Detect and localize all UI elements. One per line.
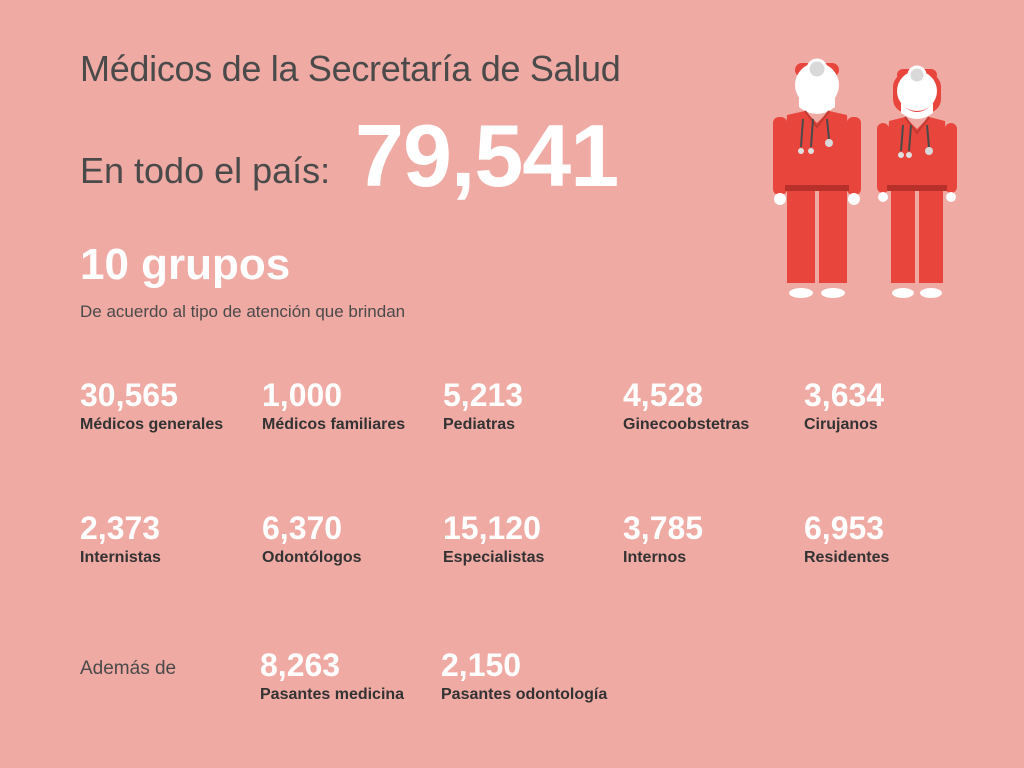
male-doctor-icon bbox=[773, 58, 861, 298]
stat-value: 4,528 bbox=[623, 377, 704, 413]
stat-pasantes-medicina: 8,263 Pasantes medicina bbox=[260, 648, 404, 704]
groups-subtitle: De acuerdo al tipo de atención que brind… bbox=[80, 302, 406, 321]
stat-residentes: 6,953 Residentes bbox=[804, 511, 889, 567]
female-doctor-icon bbox=[877, 65, 957, 298]
stat-especialistas: 15,120 Especialistas bbox=[443, 511, 544, 567]
stat-medicos-familiares: 1,000 Médicos familiares bbox=[262, 378, 405, 434]
page-title: Médicos de la Secretaría de Salud bbox=[80, 48, 621, 89]
stat-medicos-generales: 30,565 Médicos generales bbox=[80, 378, 223, 434]
stat-value: 15,120 bbox=[443, 510, 541, 546]
groups-title: 10 grupos bbox=[80, 240, 291, 289]
stat-label: Médicos generales bbox=[80, 416, 224, 433]
stat-label: Pediatras bbox=[443, 416, 516, 433]
stat-value: 6,370 bbox=[262, 510, 343, 546]
doctors-illustration bbox=[773, 58, 957, 298]
stat-value: 1,000 bbox=[262, 377, 343, 413]
stat-cirujanos: 3,634 Cirujanos bbox=[804, 378, 884, 434]
stat-label: Internistas bbox=[80, 549, 161, 566]
stat-pediatras: 5,213 Pediatras bbox=[443, 378, 523, 434]
stat-value: 3,785 bbox=[623, 510, 704, 546]
stat-ginecoobstetras: 4,528 Ginecoobstetras bbox=[623, 378, 749, 434]
stat-label: Ginecoobstetras bbox=[623, 416, 750, 433]
stat-value: 2,150 bbox=[441, 647, 522, 683]
stat-label: Pasantes odontología bbox=[441, 686, 608, 703]
total-label: En todo el país: bbox=[80, 150, 331, 191]
stat-value: 6,953 bbox=[804, 510, 885, 546]
stat-label: Internos bbox=[623, 549, 687, 566]
stat-odontologos: 6,370 Odontólogos bbox=[262, 511, 362, 567]
stat-label: Cirujanos bbox=[804, 416, 878, 433]
stat-value: 30,565 bbox=[80, 377, 178, 413]
stat-value: 5,213 bbox=[443, 377, 524, 413]
stat-label: Odontólogos bbox=[262, 549, 362, 566]
stat-label: Residentes bbox=[804, 549, 890, 566]
stat-value: 2,373 bbox=[80, 510, 161, 546]
ademas-label: Además de bbox=[80, 658, 177, 679]
stat-pasantes-odontologia: 2,150 Pasantes odontología bbox=[441, 648, 607, 704]
stat-internistas: 2,373 Internistas bbox=[80, 511, 161, 567]
stat-label: Especialistas bbox=[443, 549, 545, 566]
stat-label: Pasantes medicina bbox=[260, 686, 405, 703]
total-value: 79,541 bbox=[355, 106, 619, 205]
stat-value: 8,263 bbox=[260, 647, 341, 683]
stat-label: Médicos familiares bbox=[262, 416, 406, 433]
stat-internos: 3,785 Internos bbox=[623, 511, 703, 567]
stat-value: 3,634 bbox=[804, 377, 885, 413]
